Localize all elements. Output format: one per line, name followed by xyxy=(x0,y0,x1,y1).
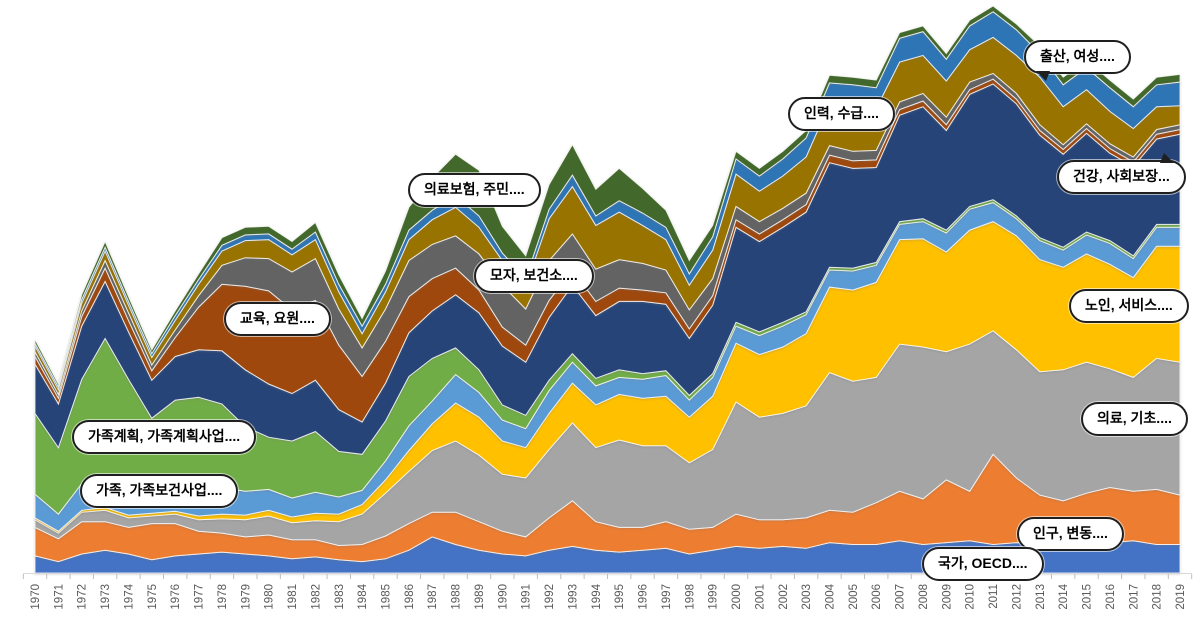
x-axis-label: 1989 xyxy=(474,584,486,610)
x-axis-label: 2019 xyxy=(1175,584,1187,610)
x-axis-label: 2016 xyxy=(1105,584,1117,610)
x-axis-label: 2017 xyxy=(1128,584,1140,610)
x-axis-label: 1987 xyxy=(427,584,439,610)
x-axis-label: 1971 xyxy=(53,584,65,610)
topic-callout-6: 노인, 서비스.... xyxy=(1069,289,1189,324)
x-axis-label: 2004 xyxy=(824,583,836,609)
x-axis-label: 2010 xyxy=(965,584,977,610)
x-axis-label: 2015 xyxy=(1082,584,1094,610)
topic-callout-3: 건강, 사회보장... xyxy=(1057,152,1186,195)
x-axis-label: 2011 xyxy=(988,584,1000,609)
x-axis-label: 2012 xyxy=(1011,584,1023,610)
x-axis-label: 1997 xyxy=(661,584,673,610)
x-axis-label: 2002 xyxy=(778,584,790,610)
x-axis-label: 1976 xyxy=(170,584,182,610)
x-axis-label: 1999 xyxy=(708,584,720,610)
topic-callout-9: 가족계획, 가족계획사업.... xyxy=(72,420,257,455)
x-axis-label: 2008 xyxy=(918,584,930,610)
x-axis-label: 1983 xyxy=(334,584,346,610)
x-axis-label: 1974 xyxy=(123,583,135,609)
x-axis-label: 1991 xyxy=(521,584,533,610)
x-axis-label: 2005 xyxy=(848,584,860,610)
x-axis-label: 1988 xyxy=(451,584,463,610)
x-axis-label: 1990 xyxy=(497,584,509,610)
x-axis-label: 1982 xyxy=(310,584,322,610)
x-axis-label: 1978 xyxy=(217,584,229,610)
x-axis-label: 1975 xyxy=(147,584,159,610)
x-axis-label: 2000 xyxy=(731,584,743,610)
x-axis-label: 1986 xyxy=(404,584,416,610)
x-axis-label: 1970 xyxy=(30,584,42,610)
topic-callout-7: 교육, 요원.... xyxy=(224,302,331,337)
x-axis-label: 2001 xyxy=(754,584,766,610)
x-axis-label: 1998 xyxy=(684,584,696,610)
x-axis-label: 1972 xyxy=(77,584,89,610)
x-axis-label: 1994 xyxy=(591,583,603,609)
topic-callout-10: 가족, 가족보건사업.... xyxy=(80,474,239,509)
x-axis-label: 1973 xyxy=(100,584,112,610)
x-axis-label: 2003 xyxy=(801,584,813,610)
x-axis-label: 1993 xyxy=(567,584,579,610)
topic-callout-11: 인구, 변동.... xyxy=(1017,517,1124,552)
topic-callout-8: 의료, 기초.... xyxy=(1081,402,1188,437)
x-axis-label: 1996 xyxy=(638,584,650,610)
x-axis-label: 1980 xyxy=(264,584,276,610)
x-axis-label: 2007 xyxy=(895,584,907,610)
x-axis: 1970 1971 1972 1973 1974 1975 1976 1977 1978 1979… xyxy=(22,573,1193,610)
x-axis-label: 1981 xyxy=(287,584,299,610)
x-axis-label: 2013 xyxy=(1035,584,1047,610)
topic-callout-5: 모자, 보건소.... xyxy=(474,259,594,294)
topic-callout-4: 의료보험, 주민.... xyxy=(408,173,541,208)
x-axis-label: 2009 xyxy=(941,584,953,610)
x-axis-label: 1985 xyxy=(381,584,393,610)
topic-callout-2: 인력, 수급.... xyxy=(788,97,895,132)
topic-callout-1: 출산, 여성.... xyxy=(1024,40,1131,82)
x-axis-label: 1977 xyxy=(194,584,206,610)
x-axis-label: 2018 xyxy=(1152,584,1164,610)
topic-callout-12: 국가, OECD.... xyxy=(922,547,1044,582)
x-axis-label: 2014 xyxy=(1058,583,1070,609)
x-axis-label: 1995 xyxy=(614,584,626,610)
x-axis-label: 1979 xyxy=(240,584,252,610)
x-axis-label: 2006 xyxy=(871,584,883,610)
x-axis-label: 1992 xyxy=(544,584,556,610)
x-axis-label: 1984 xyxy=(357,583,369,609)
